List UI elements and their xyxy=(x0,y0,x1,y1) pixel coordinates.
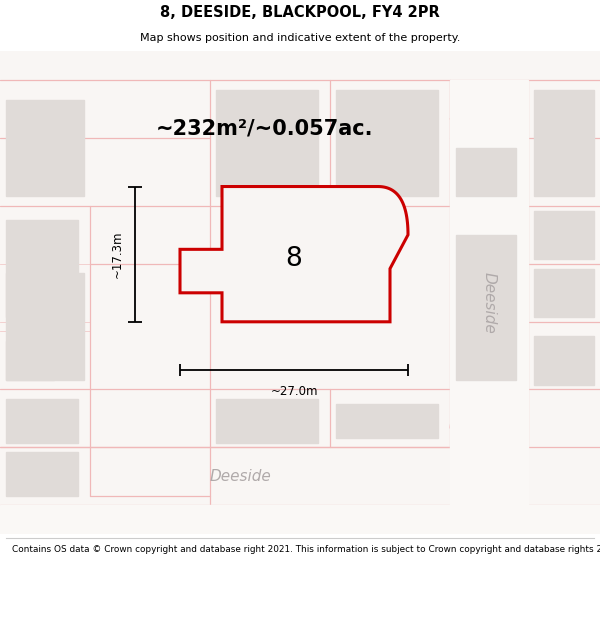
Bar xyxy=(336,404,438,437)
Bar xyxy=(216,399,318,442)
Text: Map shows position and indicative extent of the property.: Map shows position and indicative extent… xyxy=(140,33,460,44)
Bar xyxy=(0,506,600,534)
Text: Contains OS data © Crown copyright and database right 2021. This information is : Contains OS data © Crown copyright and d… xyxy=(12,545,600,554)
Text: ~17.3m: ~17.3m xyxy=(111,231,124,278)
Bar xyxy=(534,269,594,317)
Bar xyxy=(216,90,318,196)
Bar xyxy=(456,148,516,196)
Bar xyxy=(6,452,78,496)
Bar xyxy=(6,274,84,380)
Bar xyxy=(534,211,594,259)
Bar xyxy=(534,336,594,384)
Text: Deeside: Deeside xyxy=(209,469,271,484)
Bar xyxy=(6,99,84,196)
Text: 8, DEESIDE, BLACKPOOL, FY4 2PR: 8, DEESIDE, BLACKPOOL, FY4 2PR xyxy=(160,5,440,20)
Bar xyxy=(6,221,78,317)
Text: 8: 8 xyxy=(286,246,302,272)
Text: ~232m²/~0.057ac.: ~232m²/~0.057ac. xyxy=(155,119,373,139)
Text: Deeside: Deeside xyxy=(481,272,497,333)
Bar xyxy=(336,90,438,196)
Bar xyxy=(6,341,54,380)
Text: ~27.0m: ~27.0m xyxy=(270,384,318,398)
Polygon shape xyxy=(180,186,408,322)
Bar xyxy=(450,80,528,506)
Bar xyxy=(534,90,594,196)
Bar xyxy=(6,399,78,442)
Bar xyxy=(456,235,516,380)
